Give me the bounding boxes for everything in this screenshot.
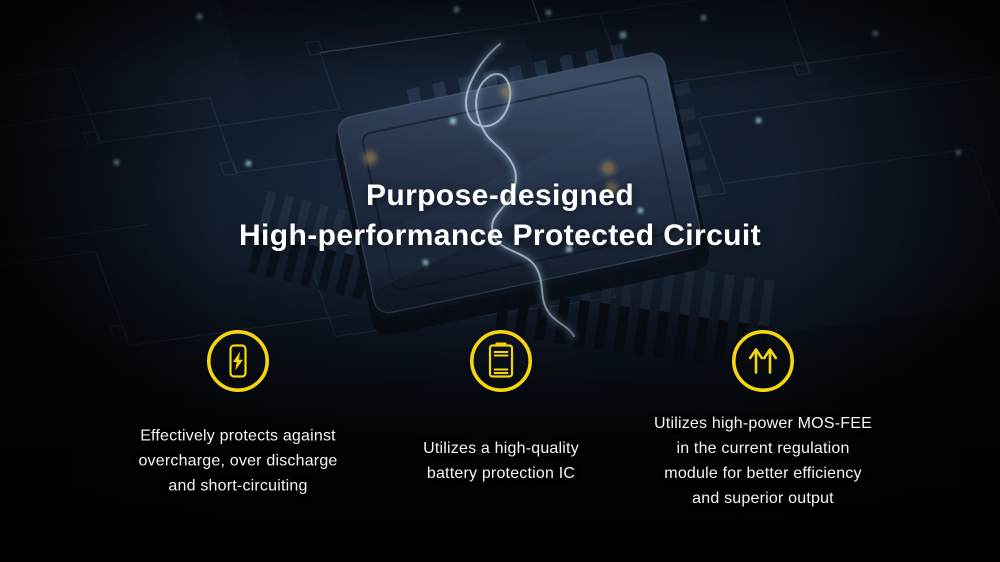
feature-text-line: and short-circuiting — [168, 477, 308, 495]
feature-description: Utilizes high-power MOS-FEE in the curre… — [614, 411, 912, 511]
feature-text-line: in the current regulation — [676, 440, 850, 457]
feature-text-line: overcharge, over discharge — [138, 452, 338, 470]
title-line-2: High-performance Protected Circuit — [238, 219, 762, 252]
feature-text-line: Effectively protects against — [140, 427, 336, 445]
battery-charging-icon — [205, 328, 271, 394]
feature-mosfet-regulation: Utilizes high-power MOS-FEE in the curre… — [628, 328, 898, 528]
feature-description: Utilizes a high-quality battery protecti… — [352, 436, 650, 486]
page-title: Purpose-designed High-performance Protec… — [0, 176, 1000, 256]
feature-overcharge-protection: Effectively protects against overcharge,… — [103, 328, 373, 528]
feature-description: Effectively protects against overcharge,… — [89, 424, 387, 499]
battery-protection-icon — [468, 328, 534, 394]
feature-text-line: Utilizes high-power MOS-FEE — [654, 415, 872, 432]
feature-text-line: and superior output — [692, 490, 834, 507]
feature-protection-ic: Utilizes a high-quality battery protecti… — [366, 328, 636, 528]
title-line-1: Purpose-designed — [365, 179, 635, 212]
feature-text-line: Utilizes a high-quality — [423, 440, 579, 457]
feature-text-line: battery protection IC — [426, 465, 576, 482]
feature-text-line: module for better efficiency — [664, 465, 862, 482]
double-up-arrows-icon — [730, 328, 796, 394]
